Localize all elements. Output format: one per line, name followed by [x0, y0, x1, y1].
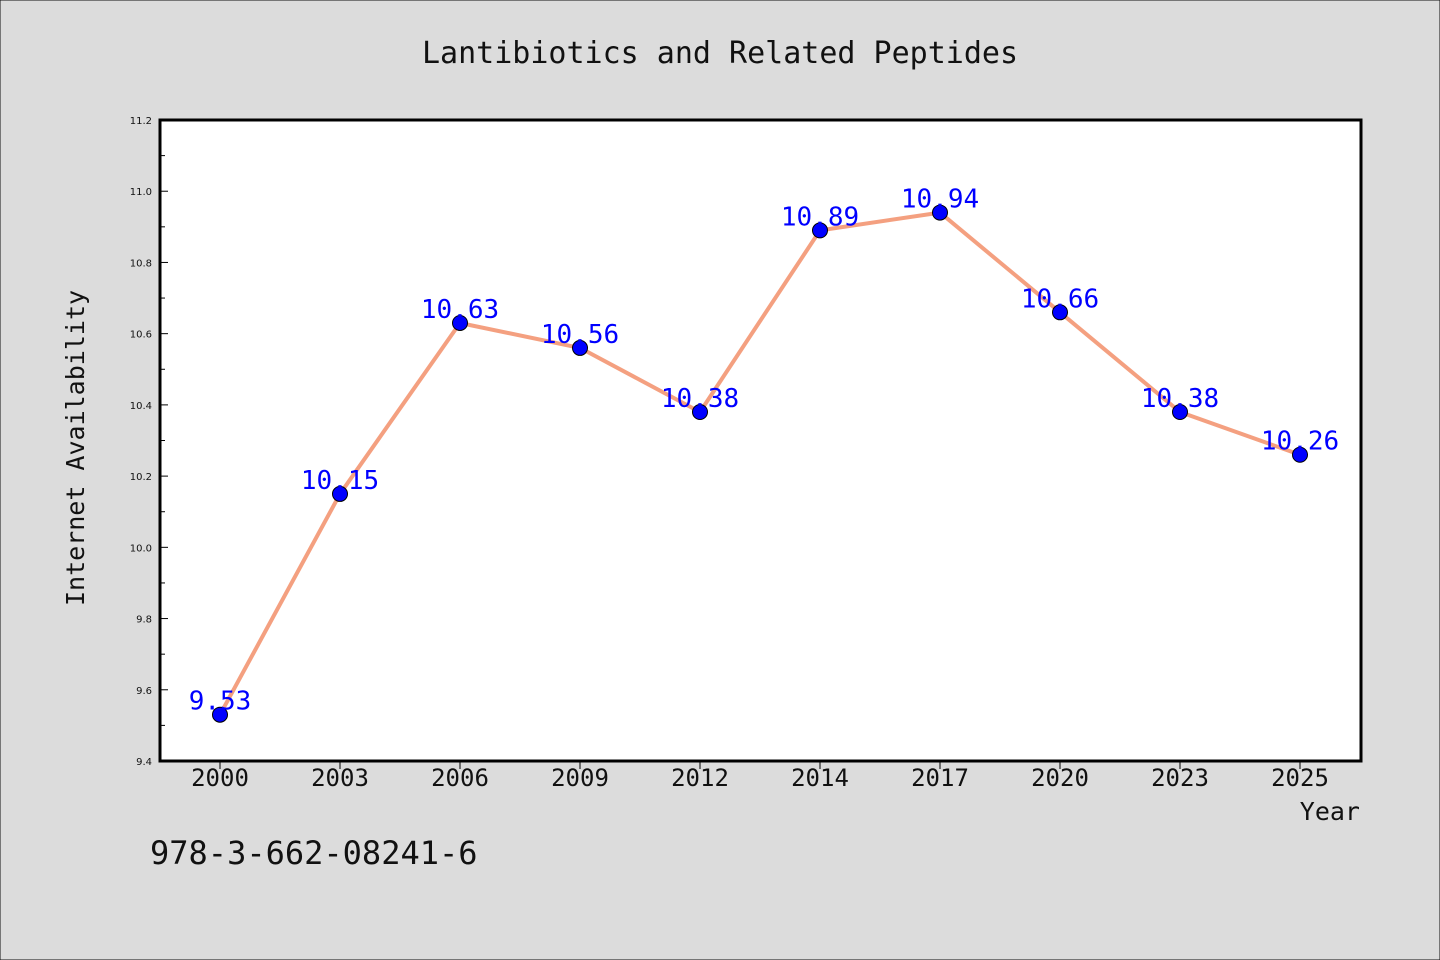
data-label: 10.38 [661, 384, 739, 414]
x-tick-label: 2017 [911, 764, 969, 792]
y-tick-label: 9.6 [136, 686, 152, 697]
data-point [1292, 446, 1308, 463]
y-tick-label: 11.2 [130, 116, 152, 127]
x-tick-label: 2000 [191, 764, 249, 792]
data-point [812, 222, 828, 239]
x-tick-label: 2020 [1031, 764, 1089, 792]
y-tick-label: 10.2 [130, 472, 152, 483]
data-label: 10.38 [1141, 384, 1219, 414]
x-tick-label: 2012 [671, 764, 729, 792]
series-line [218, 210, 1301, 716]
x-tick-label: 2009 [551, 764, 609, 792]
data-label: 10.15 [301, 466, 379, 496]
data-label: 9.53 [189, 687, 252, 717]
y-tick-label: 11.0 [130, 187, 152, 198]
data-point [1172, 404, 1188, 421]
data-label: 10.63 [421, 295, 499, 325]
plot-area [160, 120, 1361, 761]
data-label: 10.94 [901, 185, 979, 215]
isbn-footer: 978-3-662-08241-6 [150, 834, 478, 872]
y-tick-label: 10.6 [130, 330, 152, 341]
data-label: 10.26 [1261, 427, 1339, 457]
y-tick-label: 10.4 [130, 401, 152, 412]
data-label: 10.89 [781, 202, 859, 232]
x-tick-label: 2023 [1151, 764, 1209, 792]
plot-frame [158, 118, 1363, 763]
data-label: 10.56 [541, 320, 619, 350]
chart-title: Lantibiotics and Related Peptides [422, 36, 1018, 71]
data-point [572, 339, 588, 356]
x-tick-label: 2006 [431, 764, 489, 792]
x-tick-label: 2014 [791, 764, 849, 792]
data-point [452, 314, 468, 331]
data-point [332, 485, 348, 502]
x-axis-label: Year [1300, 797, 1360, 826]
series-layer: 9.53 10.15 10.63 10.56 10.38 10.89 10.94 10.66 1… [189, 185, 1339, 723]
data-label: 10.66 [1021, 284, 1099, 314]
y-tick-label: 10.8 [130, 258, 152, 269]
data-point [212, 706, 228, 723]
axis-ticks: 9.4 9.6 9.8 10.0 10.2 10.4 10.6 10.8 11.0 11.2 200… [130, 116, 1329, 792]
data-point [932, 204, 948, 221]
x-tick-label: 2025 [1271, 764, 1329, 792]
y-tick-label: 9.8 [136, 615, 152, 626]
y-axis-label: Internet Availability [61, 290, 90, 606]
data-point [1052, 304, 1068, 321]
y-tick-label: 10.0 [130, 543, 152, 554]
x-tick-label: 2003 [311, 764, 369, 792]
y-tick-label: 9.4 [136, 757, 152, 768]
data-point [692, 404, 708, 421]
